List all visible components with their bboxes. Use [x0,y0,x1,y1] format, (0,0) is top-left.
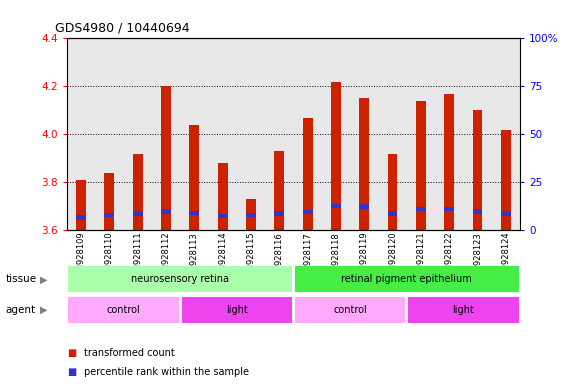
Bar [132,211,142,215]
Text: ▶: ▶ [40,274,47,285]
Bar [105,173,114,230]
Bar [246,213,256,217]
Text: GDS4980 / 10440694: GDS4980 / 10440694 [55,22,190,35]
Bar [218,214,228,218]
Text: ■: ■ [67,367,76,377]
Bar [161,86,171,230]
Bar [444,94,454,230]
FancyBboxPatch shape [408,297,519,323]
Text: light: light [226,305,248,315]
Bar [331,82,341,230]
Bar [123,38,152,230]
FancyBboxPatch shape [295,266,519,292]
Bar [274,151,284,230]
Bar [472,209,482,214]
Bar [105,213,114,217]
Bar [388,154,397,230]
FancyBboxPatch shape [295,297,406,323]
Bar [76,180,86,230]
Text: light: light [453,305,474,315]
Bar [501,211,511,215]
Bar [416,207,426,211]
Text: retinal pigment epithelium: retinal pigment epithelium [341,274,472,285]
Bar [237,38,265,230]
Bar [161,209,171,214]
Text: tissue: tissue [6,274,37,285]
Text: control: control [333,305,367,315]
Bar [464,38,492,230]
Bar [472,111,482,230]
Bar [378,38,407,230]
Bar [132,154,142,230]
Bar [218,163,228,230]
Bar [303,210,313,214]
Text: transformed count: transformed count [84,348,175,358]
FancyBboxPatch shape [181,297,292,323]
Bar [76,215,86,220]
Bar [265,38,293,230]
Bar [407,38,435,230]
Bar [189,125,199,230]
Bar [322,38,350,230]
Bar [331,204,341,208]
Bar [246,199,256,230]
Text: ■: ■ [67,348,76,358]
FancyBboxPatch shape [68,266,292,292]
FancyBboxPatch shape [68,297,179,323]
Text: control: control [106,305,141,315]
Bar [95,38,123,230]
Bar [501,130,511,230]
Bar [359,205,369,209]
Bar [274,211,284,215]
Bar [209,38,237,230]
Bar [67,38,95,230]
Bar [189,211,199,215]
Text: percentile rank within the sample: percentile rank within the sample [84,367,249,377]
Bar [492,38,520,230]
Text: agent: agent [6,305,36,315]
Text: neurosensory retina: neurosensory retina [131,274,229,285]
Bar [293,38,322,230]
Bar [416,101,426,230]
Bar [388,211,397,215]
Bar [180,38,209,230]
Text: ▶: ▶ [40,305,47,315]
Bar [444,207,454,211]
Bar [303,118,313,230]
Bar [359,98,369,230]
Bar [350,38,378,230]
Bar [435,38,464,230]
Bar [152,38,180,230]
